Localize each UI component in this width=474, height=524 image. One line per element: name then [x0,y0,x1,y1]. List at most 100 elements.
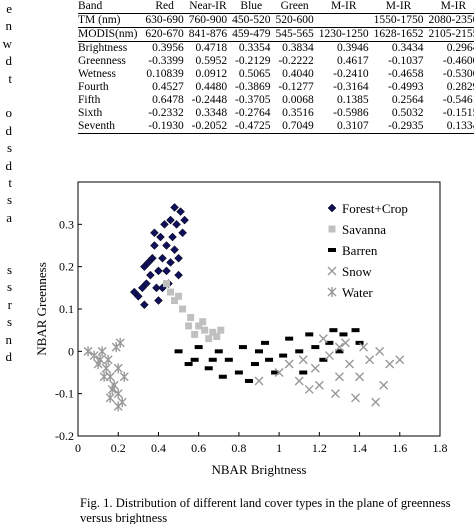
data-point [113,388,123,399]
legend-label: Savanna [342,222,386,237]
x-tick-label: 0.2 [111,441,126,455]
y-tick-label: 0.3 [59,217,74,231]
data-point [119,371,129,382]
legend-label: Forest+Crop [342,201,408,216]
x-tick-label: 0.6 [191,441,206,455]
scatter-chart: -0.2 -0.1 0 0.1 0.2 0.3 0 0.2 0.4 0.6 0.8 1 1.2 1.4 1.… [34,181,448,477]
side-text-char: d [5,157,13,173]
table-cell: 0.3348 [195,107,228,119]
table-cell: 0.4480 [195,81,228,93]
side-text-char: a [6,209,12,225]
table-cell: 0.2964 [446,42,474,54]
data-point [325,340,334,345]
data-point [180,215,189,225]
table-cell: 0.4527 [152,81,184,93]
data-point [101,363,111,374]
data-point [305,332,314,337]
row-label: Greenness [78,55,126,67]
data-point [334,372,344,382]
side-text-char: s [6,192,12,208]
table-cell: M-IR [330,0,357,12]
data-point [184,362,193,367]
row-label: Brightness [78,42,128,54]
x-tick-label: 0.4 [151,441,166,455]
data-point [254,376,264,386]
data-point [144,258,153,267]
x-tick-label: 0 [75,441,81,455]
row-label: Seventh [78,120,146,134]
table-cell: -0.3399 [148,55,184,67]
data-point [385,359,395,369]
data-point [359,342,369,352]
x-tick-label: 1.2 [312,441,327,455]
data-point [265,357,274,362]
table-cell: 0.0912 [195,68,228,80]
side-text-char: n [5,18,13,34]
data-point [97,346,107,357]
table-cell: -0.2448 [191,94,228,106]
side-text-char: t [8,175,12,190]
data-point [140,300,149,310]
y-tick-label: 0.1 [59,302,74,316]
legend-marker [327,266,337,276]
data-point [310,363,320,373]
data-point [244,378,253,383]
data-point [355,372,365,382]
table-row: Seventh -0.1930 -0.2052 -0.4725 0.7049 0.3107… [78,120,474,134]
table-cell: -0.4993 [388,81,424,93]
table-cell: -0.2410 [333,68,369,80]
data-point [107,384,117,395]
data-point [170,203,179,212]
data-point [284,359,294,369]
data-point [185,322,193,330]
data-point [334,342,344,352]
table-cell: 0.3956 [152,42,184,54]
table-cell: 545-565 [275,27,319,42]
data-point [105,392,115,403]
table-cell: -0.3164 [333,81,369,93]
table-cell: 0.3354 [238,42,271,54]
data-point [365,355,375,365]
data-point [190,357,199,362]
y-tick-label: -0.1 [55,387,74,401]
data-point [209,328,217,336]
data-point [271,370,280,375]
data-point [150,228,159,238]
data-point [168,232,177,242]
data-point [238,345,247,350]
side-text-char: t [8,70,12,86]
table-cell: 0.2829 [446,81,474,93]
table-cell: Near-IR [189,0,227,12]
data-point [156,232,165,242]
data-point [208,357,217,362]
table-cell: 760-900 [188,13,233,28]
table-cell: TM (nm) [78,13,146,28]
data-point [174,253,183,263]
data-point [133,291,143,301]
data-point [152,283,161,293]
data-point [179,305,187,313]
side-text-char: o [5,105,13,121]
data-point [166,215,175,225]
data-point [154,266,163,276]
data-point [113,401,123,412]
data-point [379,380,389,390]
data-point [158,253,167,263]
table-cell: 0.3107 [318,120,374,134]
side-text-char: d [5,53,13,69]
data-point [166,258,175,267]
table-header-tm-row: TM (nm) 630-690 760-900 450-520 520-600 … [78,13,474,28]
data-point [194,345,203,350]
y-tick-label: 0.2 [59,260,74,274]
table-cell: 0.5952 [195,55,228,67]
data-point [298,355,308,365]
data-point [351,328,360,333]
side-text-char: n [5,331,13,347]
table-cell: -0.5306 [442,68,474,80]
data-point [113,363,123,374]
data-point [213,333,221,341]
data-point [150,241,159,250]
data-point [274,368,284,377]
table-cell: 0.2564 [391,94,424,106]
data-point [294,376,304,386]
